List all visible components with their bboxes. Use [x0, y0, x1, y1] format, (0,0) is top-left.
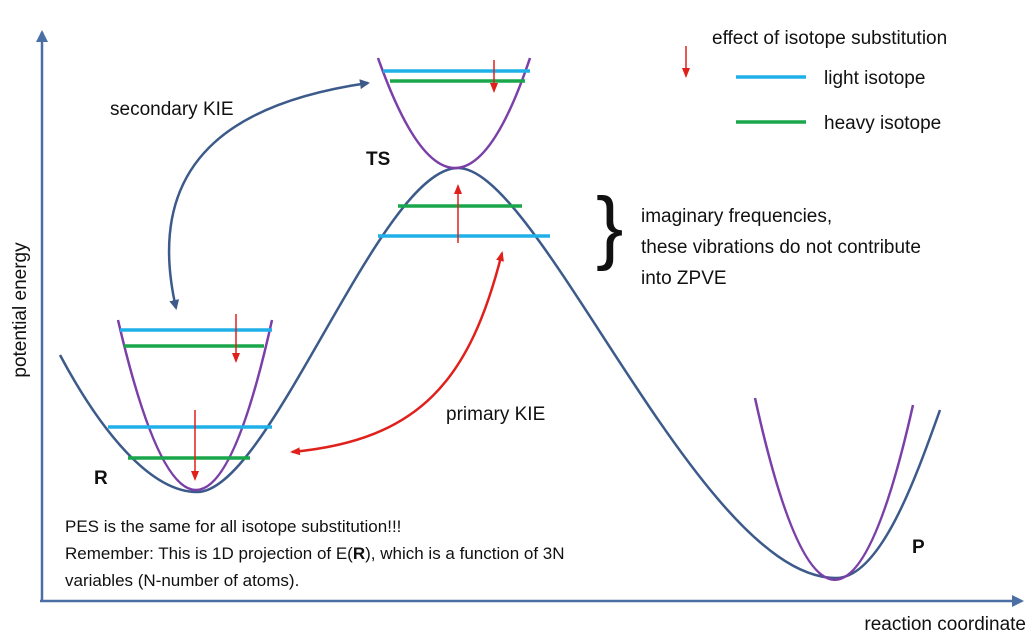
imaginary-label: into ZPVE [641, 268, 727, 289]
ts-well [376, 57, 532, 170]
note-line: PES is the same for all isotope substitu… [65, 517, 401, 536]
ts-label: TS [366, 149, 390, 170]
note-bold: R [353, 544, 365, 563]
note-text: ), which is a function of 3N [365, 544, 564, 563]
reactant-well [116, 319, 274, 491]
imaginary-label: these vibrations do not contribute [641, 237, 921, 258]
legend-light: light isotope [824, 68, 925, 89]
r-label: R [94, 468, 108, 489]
secondary-arrow [167, 79, 370, 310]
note-line: variables (N-number of atoms). [65, 571, 299, 590]
primary-label: primary KIE [446, 404, 545, 425]
y-label: potential energy [10, 242, 31, 378]
x-label: reaction coordinate [864, 614, 1026, 635]
legend-arrow-label: effect of isotope substitution [712, 28, 947, 49]
p-label: P [912, 537, 925, 558]
legend-heavy: heavy isotope [824, 113, 941, 134]
isotope-arrows [191, 46, 690, 481]
levels [108, 69, 806, 460]
imaginary-label: imaginary frequencies, [641, 206, 832, 227]
brace: } [596, 181, 623, 272]
note-text: Remember: This is 1D projection of E( [65, 544, 353, 563]
axes [36, 30, 1024, 607]
primary-arrow [290, 251, 504, 456]
product-well [753, 397, 915, 581]
secondary-label: secondary KIE [110, 99, 234, 120]
note-line: Remember: This is 1D projection of E(R),… [65, 544, 565, 563]
